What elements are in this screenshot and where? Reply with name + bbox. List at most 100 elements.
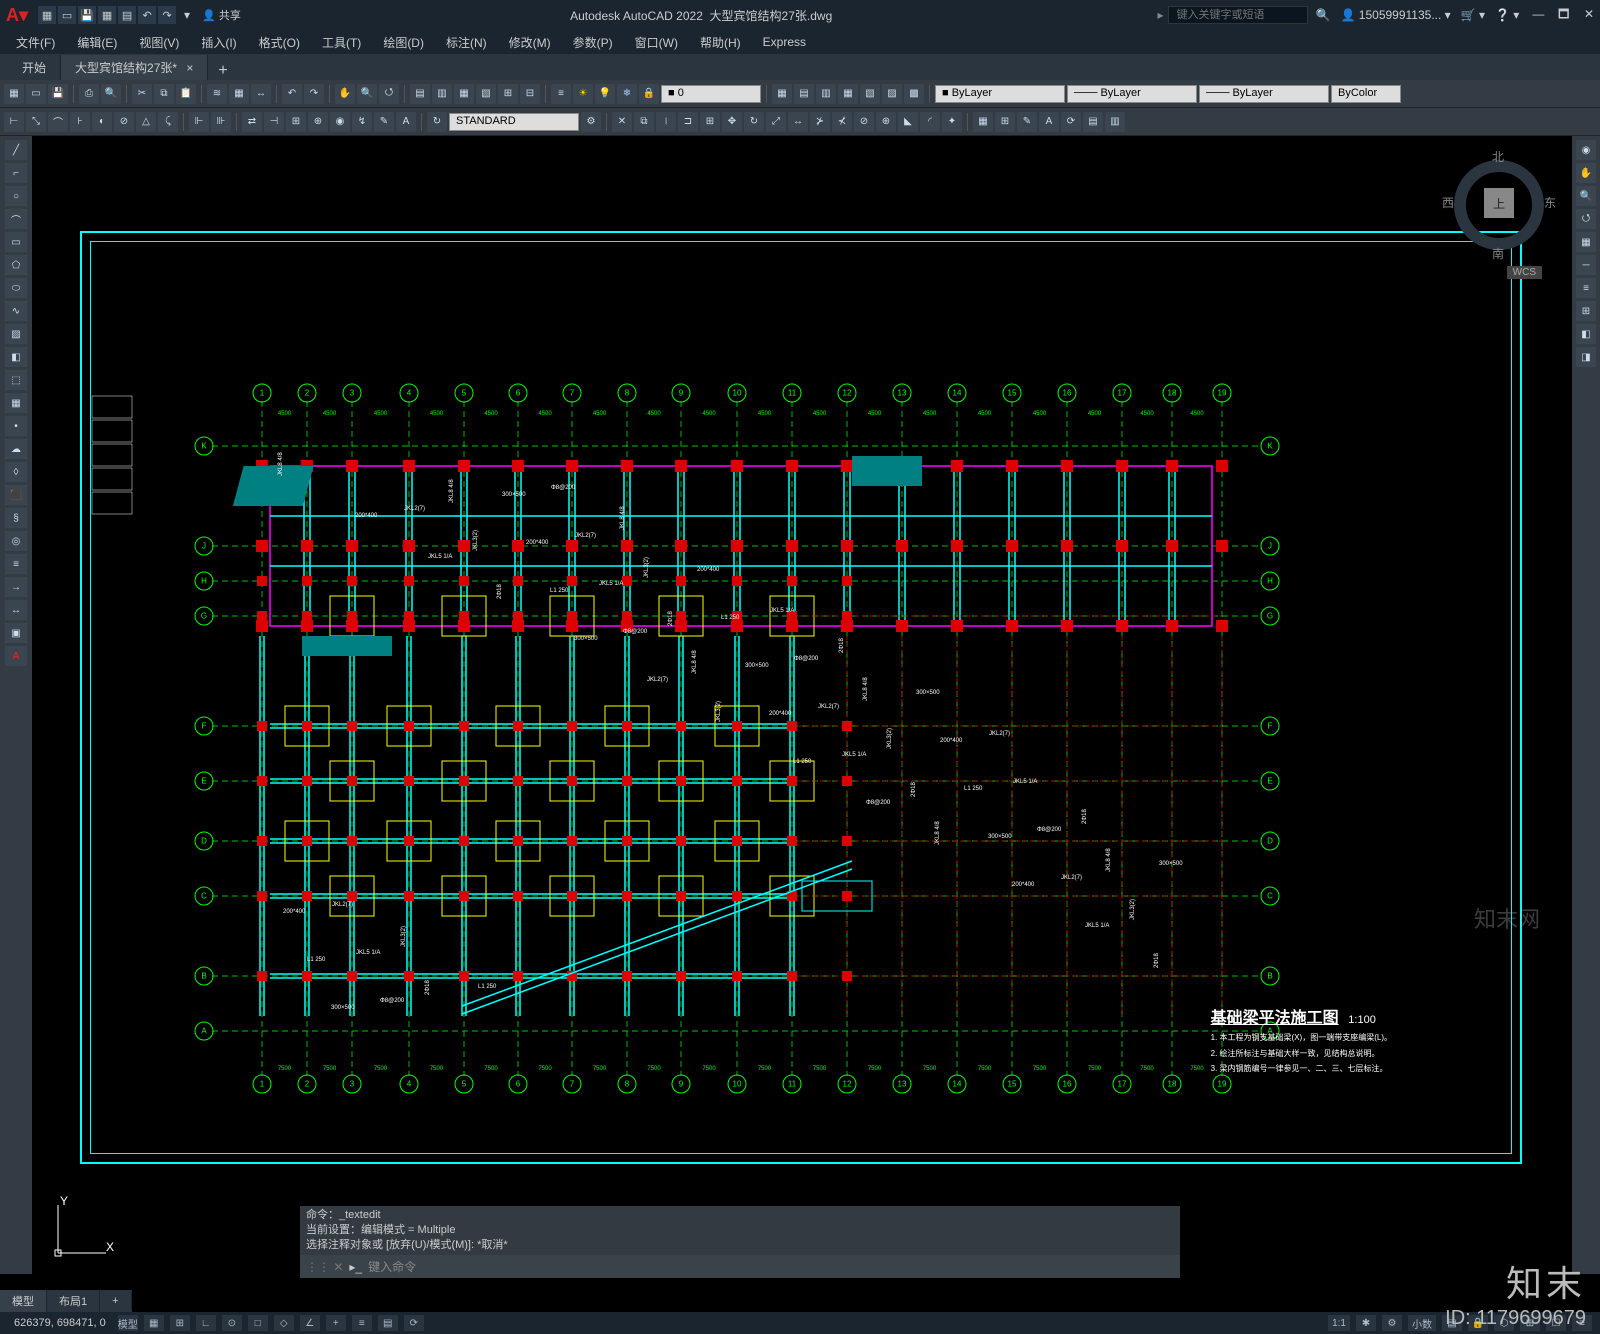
menu-param[interactable]: 参数(P) — [563, 32, 623, 53]
model-tab[interactable]: 模型 — [0, 1290, 47, 1312]
sb-cycle-icon[interactable]: ⟳ — [404, 1315, 424, 1331]
menu-draw[interactable]: 绘图(D) — [373, 32, 434, 53]
blk-create-icon[interactable]: ▦ — [973, 112, 993, 132]
menu-modify[interactable]: 修改(M) — [499, 32, 561, 53]
command-input-row[interactable]: ⋮⋮ ✕ ▸_ 键入命令 — [300, 1255, 1180, 1278]
blk-sync-icon[interactable]: ⟳ — [1061, 112, 1081, 132]
menu-dim[interactable]: 标注(N) — [436, 32, 497, 53]
draw-grad-icon[interactable]: ◧ — [5, 347, 27, 367]
tab-add-icon[interactable]: + — [208, 62, 237, 80]
qat-undo-icon[interactable]: ↶ — [138, 6, 156, 24]
close-icon[interactable]: ✕ — [1578, 7, 1600, 21]
drawing-canvas[interactable]: 1122334455667788991010111112121313141415… — [32, 136, 1572, 1274]
tb-save-icon[interactable]: 💾 — [48, 84, 68, 104]
nav-r4-icon[interactable]: ◧ — [1576, 324, 1596, 344]
tb-zoom-icon[interactable]: 🔍 — [357, 84, 377, 104]
draw-poly-icon[interactable]: ⬠ — [5, 255, 27, 275]
sb-dyn-icon[interactable]: + — [326, 1315, 346, 1331]
mod-offset-icon[interactable]: ⊐ — [678, 112, 698, 132]
user-button[interactable]: 👤 15059991135... ▾ — [1341, 8, 1451, 22]
mod-mirror-icon[interactable]: ⧙ — [656, 112, 676, 132]
search-input[interactable] — [1168, 6, 1308, 24]
tb-l6-icon[interactable]: ▩ — [904, 84, 924, 104]
sb-otrack-icon[interactable]: ∠ — [300, 1315, 320, 1331]
draw-circle-icon[interactable]: ○ — [5, 186, 27, 206]
mod-fillet-icon[interactable]: ◜ — [920, 112, 940, 132]
nav-show-icon[interactable]: ▦ — [1576, 232, 1596, 252]
draw-mline-icon[interactable]: ≡ — [5, 554, 27, 574]
tab-active-doc[interactable]: 大型宾馆结构27张* × — [61, 55, 208, 80]
draw-region-icon[interactable]: ⬚ — [5, 370, 27, 390]
sb-trans-icon[interactable]: ▤ — [378, 1315, 398, 1331]
sb-scale-button[interactable]: 1:1 — [1328, 1315, 1350, 1331]
sb-model-button[interactable]: 模型 — [118, 1315, 138, 1331]
nav-orbit-icon[interactable]: ⭯ — [1576, 209, 1596, 229]
draw-spline-icon[interactable]: ∿ — [5, 301, 27, 321]
tb-pan-icon[interactable]: ✋ — [335, 84, 355, 104]
tb-ss-icon[interactable]: ▧ — [476, 84, 496, 104]
draw-line-icon[interactable]: ╱ — [5, 140, 27, 160]
tb-block-icon[interactable]: ▦ — [229, 84, 249, 104]
dim-tedit-icon[interactable]: A — [396, 112, 416, 132]
dim-tol-icon[interactable]: ⊞ — [286, 112, 306, 132]
maximize-icon[interactable]: 🗖 — [1553, 5, 1575, 26]
lineweight-dropdown[interactable]: ─── ByLayer — [1199, 85, 1329, 103]
mod-chamfer-icon[interactable]: ◣ — [898, 112, 918, 132]
tb-open-icon[interactable]: ▭ — [26, 84, 46, 104]
dim-rad-icon[interactable]: ◐ — [92, 112, 112, 132]
sb-3dosnap-icon[interactable]: ◇ — [274, 1315, 294, 1331]
mod-break-icon[interactable]: ⊘ — [854, 112, 874, 132]
tab-start[interactable]: 开始 — [8, 55, 61, 80]
draw-hatch-icon[interactable]: ▨ — [5, 324, 27, 344]
menu-tools[interactable]: 工具(T) — [312, 32, 371, 53]
qat-new-icon[interactable]: ▦ — [38, 6, 56, 24]
sb-snap-icon[interactable]: ⊞ — [170, 1315, 190, 1331]
tb-match-icon[interactable]: ≋ — [207, 84, 227, 104]
mod-stretch-icon[interactable]: ↔ — [788, 112, 808, 132]
blk-attr-icon[interactable]: A — [1039, 112, 1059, 132]
qat-dropdown-icon[interactable]: ▾ — [180, 8, 194, 22]
qat-saveas-icon[interactable]: ▦ — [98, 6, 116, 24]
tb-l5-icon[interactable]: ▨ — [882, 84, 902, 104]
tb-cut-icon[interactable]: ✂ — [132, 84, 152, 104]
sb-grid-icon[interactable]: ▦ — [144, 1315, 164, 1331]
dim-cen-icon[interactable]: ⊕ — [308, 112, 328, 132]
draw-donut-icon[interactable]: ◎ — [5, 531, 27, 551]
sb-units-button[interactable]: 小数 — [1408, 1315, 1436, 1331]
draw-mtext-icon[interactable]: A — [5, 646, 27, 666]
nav-r5-icon[interactable]: ◨ — [1576, 347, 1596, 367]
draw-3d-icon[interactable]: ⬛ — [5, 485, 27, 505]
qat-open-icon[interactable]: ▭ — [58, 6, 76, 24]
tb-l2-icon[interactable]: ▥ — [816, 84, 836, 104]
draw-bound-icon[interactable]: ▣ — [5, 623, 27, 643]
menu-insert[interactable]: 插入(I) — [191, 32, 246, 53]
tb-mark-icon[interactable]: ⊞ — [498, 84, 518, 104]
dim-dia-icon[interactable]: ⊘ — [114, 112, 134, 132]
apps-icon[interactable]: 🛒 ▾ — [1461, 8, 1485, 22]
color-dropdown[interactable]: ■ ByLayer — [935, 85, 1065, 103]
sb-lw-icon[interactable]: ≡ — [352, 1315, 372, 1331]
viewcube-n[interactable]: 北 — [1492, 148, 1504, 165]
tb-new-icon[interactable]: ▦ — [4, 84, 24, 104]
nav-pan-icon[interactable]: ✋ — [1576, 163, 1596, 183]
dimstyle-dropdown[interactable]: STANDARD — [449, 113, 579, 131]
sb-anno-icon[interactable]: ✱ — [1356, 1315, 1376, 1331]
nav-zoom-icon[interactable]: 🔍 — [1576, 186, 1596, 206]
tb-layer-icon[interactable]: ≡ — [551, 84, 571, 104]
sb-gear-icon[interactable]: ⚙ — [1382, 1315, 1402, 1331]
viewcube-s[interactable]: 南 — [1492, 245, 1504, 262]
nav-r2-icon[interactable]: ≡ — [1576, 278, 1596, 298]
menu-edit[interactable]: 编辑(E) — [67, 32, 127, 53]
tb-redo2-icon[interactable]: ↷ — [304, 84, 324, 104]
tb-orbit-icon[interactable]: ⭯ — [379, 84, 399, 104]
tb-dist-icon[interactable]: ↔ — [251, 84, 271, 104]
draw-ellipse-icon[interactable]: ⬭ — [5, 278, 27, 298]
dim-jl-icon[interactable]: ↯ — [352, 112, 372, 132]
nav-r1-icon[interactable]: ─ — [1576, 255, 1596, 275]
mod-rotate-icon[interactable]: ↻ — [744, 112, 764, 132]
help-icon[interactable]: ❔ ▾ — [1495, 8, 1519, 22]
draw-wipe-icon[interactable]: ◊ — [5, 462, 27, 482]
qat-redo-icon[interactable]: ↷ — [158, 6, 176, 24]
qat-save-icon[interactable]: 💾 — [78, 6, 96, 24]
cmd-handle-icon[interactable]: ⋮⋮ ✕ — [306, 1260, 343, 1274]
